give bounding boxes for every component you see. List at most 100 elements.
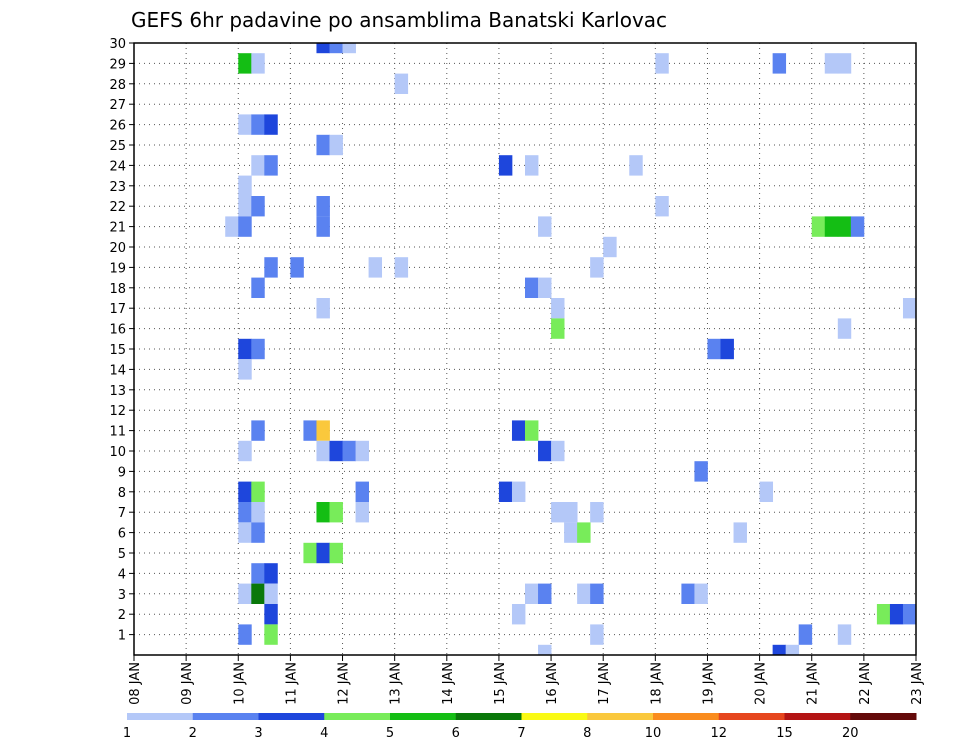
precip-cell	[342, 440, 356, 462]
x-tick-label: 09 JAN	[180, 662, 195, 705]
precip-cell	[525, 155, 539, 176]
precip-cell	[759, 481, 774, 502]
precip-cell	[316, 298, 330, 319]
precip-cell	[238, 624, 252, 645]
legend-swatch	[587, 713, 654, 720]
x-tick-label: 22 JAN	[858, 662, 873, 705]
precip-cell	[238, 359, 252, 380]
y-tick-label: 4	[118, 567, 126, 582]
y-tick-label: 22	[109, 200, 126, 215]
legend-swatch	[258, 713, 325, 720]
y-tick-label: 3	[118, 588, 126, 603]
y-tick-label: 12	[109, 404, 126, 419]
y-tick-label: 20	[109, 241, 126, 256]
legend-label: 5	[386, 726, 394, 741]
precip-cell	[694, 583, 708, 604]
precip-cell	[316, 502, 330, 523]
y-tick-label: 17	[109, 302, 126, 317]
precip-cell	[798, 624, 813, 645]
precip-cell	[525, 420, 539, 441]
x-axis-ticks: 08 JAN 09 JAN 10 JAN 11 JAN 12 JAN 13 JAN 14 J…	[128, 655, 925, 705]
y-tick-label: 8	[118, 486, 126, 501]
precip-cell	[251, 114, 265, 135]
precip-cell	[251, 155, 265, 176]
y-tick-label: 28	[109, 78, 126, 93]
precip-cell	[577, 522, 591, 543]
precip-cell	[538, 277, 552, 298]
legend-label: 1	[123, 726, 131, 741]
precip-cell	[251, 502, 265, 523]
precip-cell	[238, 583, 252, 604]
precip-cell	[238, 481, 252, 502]
precip-cell	[251, 563, 265, 584]
x-tick-label: 11 JAN	[284, 662, 299, 705]
y-tick-label: 15	[109, 343, 126, 358]
precip-cell	[251, 196, 265, 217]
precip-cell	[329, 440, 343, 462]
legend-label: 20	[842, 726, 859, 741]
legend-label: 12	[710, 726, 727, 741]
precip-cell	[238, 114, 252, 135]
legend-label: 2	[189, 726, 197, 741]
precip-cell	[316, 420, 330, 441]
legend-swatch	[521, 713, 588, 720]
y-tick-label: 16	[109, 323, 126, 338]
x-tick-label: 17 JAN	[597, 662, 612, 705]
precip-cell	[316, 134, 330, 156]
y-tick-label: 6	[118, 527, 126, 542]
precip-cell	[889, 604, 904, 625]
precip-cell	[590, 502, 604, 523]
precip-cell	[551, 502, 565, 523]
precip-cell	[290, 257, 304, 278]
legend-label: 3	[254, 726, 262, 741]
precip-cell	[525, 583, 539, 604]
x-tick-label: 18 JAN	[649, 662, 664, 705]
precip-cell	[720, 338, 734, 360]
precip-cell	[355, 502, 369, 523]
precip-cell	[303, 542, 317, 564]
y-tick-label: 2	[118, 608, 126, 623]
precip-cell	[498, 481, 513, 502]
precip-cell	[238, 53, 252, 74]
precip-cell	[590, 583, 604, 604]
precip-cell	[902, 604, 917, 625]
x-tick-label: 23 JAN	[910, 662, 925, 705]
y-tick-label: 23	[109, 180, 126, 195]
precip-cell	[681, 583, 695, 604]
precip-cell	[264, 583, 278, 604]
precip-cell	[251, 420, 265, 441]
precip-cell	[251, 522, 265, 543]
y-tick-label: 30	[109, 37, 126, 52]
y-tick-label: 14	[109, 363, 126, 378]
x-tick-label: 21 JAN	[806, 662, 821, 705]
precip-cell	[329, 43, 343, 54]
x-tick-label: 20 JAN	[754, 662, 769, 705]
precip-cell	[238, 522, 252, 543]
legend: 1 2 3 4 5 6 7 8 10 12 15 20	[123, 713, 917, 741]
precip-cell	[876, 604, 891, 625]
precip-cell	[824, 216, 839, 237]
precip-cell	[251, 583, 265, 604]
x-tick-label: 08 JAN	[128, 662, 143, 705]
x-tick-label: 15 JAN	[493, 662, 508, 705]
precip-cell	[264, 155, 278, 176]
legend-swatch	[718, 713, 785, 720]
legend-swatch	[784, 713, 851, 720]
precip-cell	[551, 318, 565, 339]
precip-cell	[238, 502, 252, 523]
precip-cell	[837, 624, 852, 645]
legend-label: 6	[452, 726, 460, 741]
x-tick-label: 12 JAN	[337, 662, 352, 705]
precip-cell	[824, 53, 839, 74]
legend-swatch	[653, 713, 720, 720]
precip-cell	[511, 604, 526, 625]
precip-cell	[303, 420, 317, 441]
precip-cell	[733, 522, 747, 543]
x-tick-label: 19 JAN	[701, 662, 716, 705]
precip-cell	[498, 155, 513, 176]
x-tick-label: 13 JAN	[389, 662, 404, 705]
precip-cell	[850, 216, 865, 237]
precip-cell	[316, 196, 330, 217]
y-tick-label: 29	[109, 57, 126, 72]
